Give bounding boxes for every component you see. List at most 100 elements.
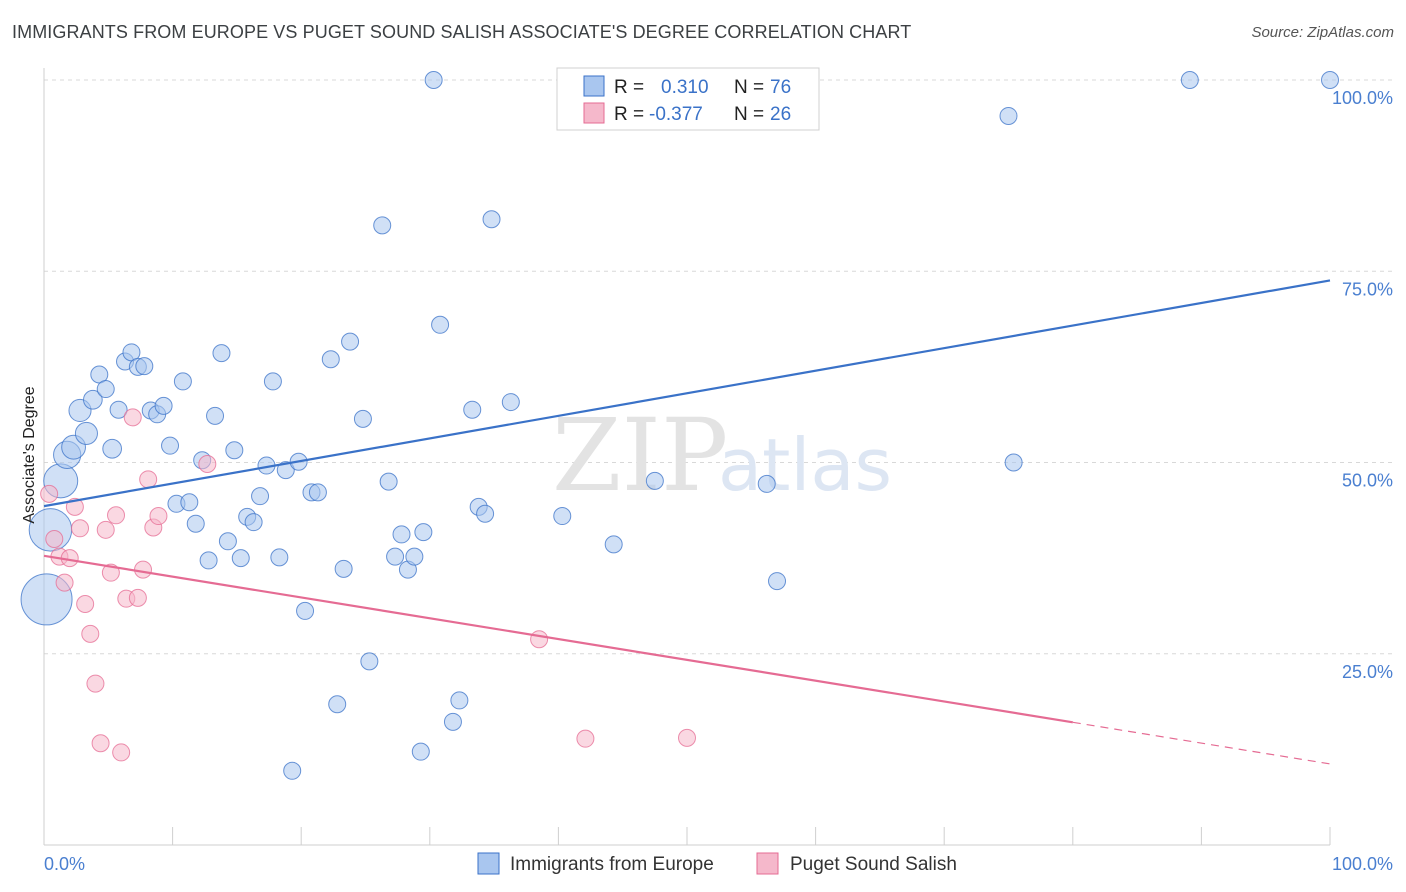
data-point [91,734,110,753]
data-point [341,332,360,351]
data-point [206,406,225,425]
data-point [392,525,411,544]
data-point [83,389,103,410]
data-point [218,532,237,551]
trend-line-pink-dashed [1072,721,1331,765]
data-point [96,520,115,539]
data-point [576,729,595,748]
data-point [123,408,142,427]
data-point [373,216,392,235]
data-point [450,691,469,710]
y-tick-label-100: 100.0% [1332,88,1393,108]
data-point [154,396,173,415]
data-point [308,483,327,502]
y-tick-label-25: 25.0% [1342,662,1393,682]
data-point [149,507,168,526]
watermark-zip: ZIP [552,397,728,514]
legend-swatch-pink [583,102,605,124]
y-tick-label-50: 50.0% [1342,471,1393,491]
data-point [296,601,315,620]
data-point [244,513,263,532]
chart-source: Source: ZipAtlas.com [1251,24,1394,41]
data-point [45,530,64,548]
data-point [424,71,443,89]
data-point [128,588,147,607]
watermark-atlas: atlas [718,423,892,507]
data-point [530,630,549,649]
data-point [276,461,295,480]
y-tick-label-75: 75.0% [1342,279,1393,299]
data-point [107,506,126,525]
data-point [482,210,501,229]
data-point [386,547,405,566]
legend-box: R = 0.310 N = 76 R = -0.377 N = 26 [556,67,820,131]
legend-r-label-1: R = [614,77,644,98]
data-point [139,470,158,489]
gridlines [44,79,1393,655]
data-point [212,344,231,363]
data-point [476,504,495,523]
data-point [112,743,131,762]
data-point [405,547,424,566]
data-point [328,695,347,714]
data-point [1180,71,1199,89]
data-point [81,624,100,643]
data-point [134,560,153,579]
y-axis-label: Associate's Degree [21,386,38,523]
data-point [173,372,192,391]
data-point [180,493,199,512]
data-point [411,742,430,761]
data-point [102,438,123,459]
data-point [360,652,379,671]
legend-n-value-2: 26 [770,104,791,125]
data-point [251,487,270,506]
data-point [225,441,244,460]
legend-swatch-blue [583,75,605,97]
legend-r-value-1: 0.310 [661,77,709,98]
data-point [55,573,74,592]
chart-title: IMMIGRANTS FROM EUROPE VS PUGET SOUND SA… [12,22,912,42]
data-point [757,474,776,493]
trend-line-blue [43,279,1331,508]
bottom-legend-label-1: Immigrants from Europe [510,854,714,875]
data-point [1321,71,1339,89]
data-point [768,572,787,591]
data-point [678,728,696,747]
data-point [379,472,398,491]
data-point [199,551,218,570]
data-point [501,393,520,412]
data-point [321,350,340,369]
data-point [40,484,59,503]
legend-n-label-2: N = [734,104,764,125]
data-point [334,559,353,578]
tick-labels: 25.0% 50.0% 75.0% 100.0% 0.0% 100.0% [44,88,1393,874]
data-point [65,497,84,516]
x-tick-label-100: 100.0% [1332,854,1393,874]
series-immigrants-from-europe [20,71,1339,780]
data-point [645,471,664,490]
data-point [161,436,180,455]
data-point [135,357,154,376]
legend-r-label-2: R = [614,104,644,125]
data-point [71,519,90,538]
data-point [109,400,128,419]
data-point [463,400,482,419]
data-point [553,507,572,526]
legend-n-value-1: 76 [770,77,791,98]
bottom-legend: Immigrants from Europe Puget Sound Salis… [477,852,957,875]
data-point [263,372,282,391]
axes [43,68,1331,846]
bottom-legend-swatch-blue [477,852,500,875]
data-point [604,535,623,554]
bottom-legend-label-2: Puget Sound Salish [790,854,957,875]
data-point [76,595,95,614]
data-point [999,106,1018,125]
bottom-legend-swatch-pink [756,852,779,875]
data-point [283,761,302,780]
data-point [198,455,217,474]
legend-r-value-2: -0.377 [649,104,703,125]
data-point [86,674,105,693]
trend-line-pink [43,554,1073,724]
series-puget-sound-salish [40,408,696,762]
